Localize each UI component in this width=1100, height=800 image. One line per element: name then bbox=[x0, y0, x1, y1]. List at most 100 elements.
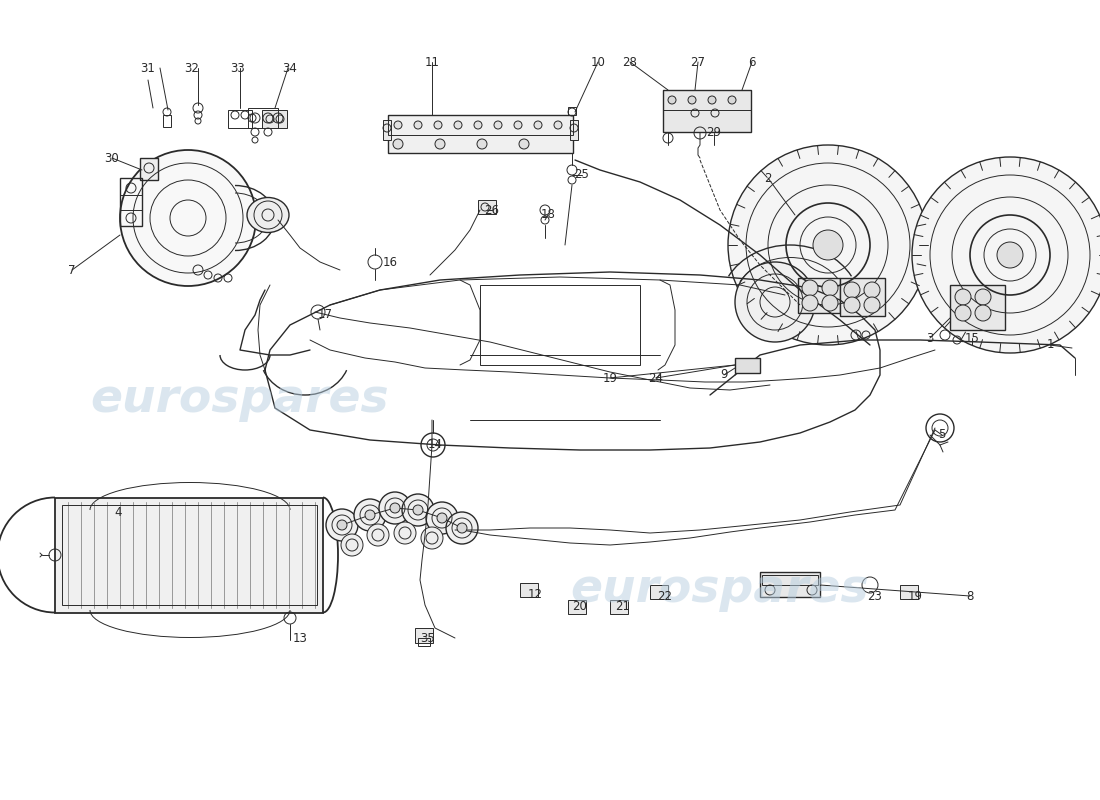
Bar bbox=[480, 285, 640, 365]
Ellipse shape bbox=[248, 198, 289, 233]
Circle shape bbox=[437, 513, 447, 523]
Text: 12: 12 bbox=[528, 589, 542, 602]
Text: 29: 29 bbox=[706, 126, 722, 139]
Circle shape bbox=[844, 282, 860, 298]
Bar bbox=[248, 108, 278, 128]
Text: 35: 35 bbox=[420, 631, 436, 645]
Text: 4: 4 bbox=[114, 506, 122, 519]
Text: 33: 33 bbox=[231, 62, 245, 74]
Circle shape bbox=[402, 494, 434, 526]
Text: 6: 6 bbox=[748, 55, 756, 69]
Circle shape bbox=[813, 230, 843, 260]
Bar bbox=[568, 600, 586, 614]
Bar bbox=[570, 120, 578, 140]
Bar bbox=[798, 278, 840, 313]
Text: 2: 2 bbox=[764, 171, 772, 185]
Circle shape bbox=[864, 297, 880, 313]
Circle shape bbox=[668, 96, 676, 104]
Circle shape bbox=[728, 145, 928, 345]
Text: eurospares: eurospares bbox=[571, 567, 869, 613]
Circle shape bbox=[554, 121, 562, 129]
Circle shape bbox=[367, 524, 389, 546]
Bar bbox=[762, 575, 818, 585]
Bar bbox=[950, 285, 1005, 330]
Bar bbox=[663, 90, 751, 132]
Text: 19: 19 bbox=[603, 371, 617, 385]
Circle shape bbox=[326, 509, 358, 541]
Text: 31: 31 bbox=[141, 62, 155, 74]
Circle shape bbox=[426, 502, 458, 534]
Bar bbox=[383, 120, 390, 140]
Bar bbox=[663, 90, 751, 110]
Circle shape bbox=[844, 297, 860, 313]
Circle shape bbox=[997, 242, 1023, 268]
Bar bbox=[650, 585, 668, 599]
Text: 17: 17 bbox=[318, 309, 332, 322]
Text: eurospares: eurospares bbox=[90, 378, 389, 422]
Circle shape bbox=[414, 121, 422, 129]
Bar bbox=[228, 110, 252, 128]
Text: 3: 3 bbox=[926, 331, 934, 345]
Circle shape bbox=[975, 289, 991, 305]
Circle shape bbox=[822, 295, 838, 311]
Bar bbox=[610, 600, 628, 614]
Bar bbox=[140, 158, 158, 180]
Circle shape bbox=[802, 280, 818, 296]
Bar bbox=[388, 115, 573, 135]
Bar bbox=[840, 278, 886, 316]
Circle shape bbox=[446, 512, 478, 544]
Circle shape bbox=[912, 157, 1100, 353]
Text: 14: 14 bbox=[428, 438, 442, 451]
Text: 30: 30 bbox=[104, 151, 120, 165]
Text: 21: 21 bbox=[616, 601, 630, 614]
Text: 19: 19 bbox=[908, 590, 923, 602]
Text: 8: 8 bbox=[966, 590, 974, 602]
Text: 34: 34 bbox=[283, 62, 297, 74]
Circle shape bbox=[393, 139, 403, 149]
Circle shape bbox=[337, 520, 346, 530]
Bar bbox=[163, 115, 170, 127]
Circle shape bbox=[421, 527, 443, 549]
Bar bbox=[735, 358, 760, 373]
Circle shape bbox=[434, 139, 446, 149]
Text: 13: 13 bbox=[293, 631, 307, 645]
Bar bbox=[120, 178, 142, 226]
Circle shape bbox=[514, 121, 522, 129]
Text: 22: 22 bbox=[658, 590, 672, 603]
Bar bbox=[418, 638, 430, 646]
Circle shape bbox=[365, 510, 375, 520]
Text: 16: 16 bbox=[383, 257, 397, 270]
Bar bbox=[760, 572, 820, 597]
Circle shape bbox=[477, 139, 487, 149]
Text: 27: 27 bbox=[691, 55, 705, 69]
Circle shape bbox=[341, 534, 363, 556]
Circle shape bbox=[534, 121, 542, 129]
Circle shape bbox=[412, 505, 424, 515]
Text: 7: 7 bbox=[68, 263, 76, 277]
Text: 10: 10 bbox=[591, 55, 605, 69]
Bar bbox=[478, 200, 496, 214]
Text: 9: 9 bbox=[720, 369, 728, 382]
Circle shape bbox=[955, 289, 971, 305]
Bar bbox=[55, 498, 323, 613]
Bar bbox=[520, 583, 538, 597]
Text: 18: 18 bbox=[540, 209, 556, 222]
Circle shape bbox=[519, 139, 529, 149]
Bar bbox=[388, 115, 573, 153]
Circle shape bbox=[494, 121, 502, 129]
Bar bbox=[62, 505, 317, 605]
Circle shape bbox=[434, 121, 442, 129]
Text: 5: 5 bbox=[938, 429, 946, 442]
Circle shape bbox=[728, 96, 736, 104]
Circle shape bbox=[735, 262, 815, 342]
Bar bbox=[568, 107, 576, 115]
Text: 23: 23 bbox=[868, 590, 882, 603]
Text: 1: 1 bbox=[1046, 338, 1054, 351]
Text: 15: 15 bbox=[965, 331, 979, 345]
Circle shape bbox=[379, 492, 411, 524]
Text: 26: 26 bbox=[484, 203, 499, 217]
Text: 20: 20 bbox=[573, 601, 587, 614]
Text: 28: 28 bbox=[623, 55, 637, 69]
Circle shape bbox=[474, 121, 482, 129]
Circle shape bbox=[822, 280, 838, 296]
